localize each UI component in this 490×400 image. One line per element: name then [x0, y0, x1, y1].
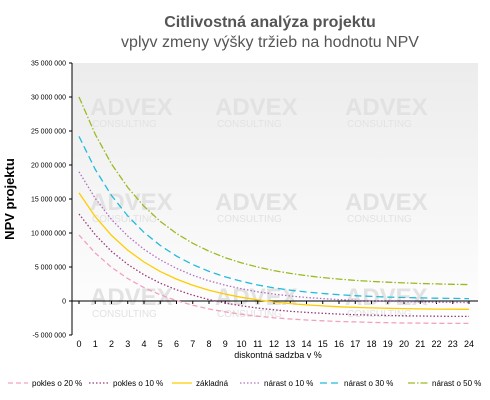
legend-label: nárast o 50 %	[432, 379, 481, 388]
y-tick-label: 15 000 000	[31, 197, 66, 204]
x-tick-label: 24	[464, 339, 474, 349]
legend: pokles o 20 % pokles o 10 % základná nárast…	[8, 379, 481, 388]
series-lines	[78, 96, 470, 325]
series-line	[78, 213, 469, 318]
watermark-logo: ADVEX	[90, 284, 173, 311]
watermark-logo-sub: CONSULTING	[217, 309, 282, 320]
legend-label: pokles o 20 %	[32, 379, 82, 388]
x-tick-label: 11	[253, 339, 262, 349]
legend-label: nárast o 30 %	[344, 379, 393, 388]
x-tick-label: 20	[399, 339, 409, 349]
y-tick-label: 5 000 000	[35, 265, 66, 272]
x-tick-label: 2	[109, 339, 114, 349]
x-tick-label: 18	[366, 339, 376, 349]
x-tick-label: 9	[223, 339, 228, 349]
x-tick-label: 12	[269, 339, 279, 349]
x-tick-label: 0	[76, 339, 81, 349]
watermark-logo-sub: CONSULTING	[217, 119, 282, 130]
chart-title: Citlivostná analýza projektu	[164, 14, 376, 31]
y-tick-label: 10 000 000	[31, 231, 66, 238]
series-line	[78, 171, 470, 304]
watermark-logo: ADVEX	[90, 189, 173, 216]
y-axis-label: NPV projektu	[2, 158, 17, 240]
watermark-logo: ADVEX	[215, 284, 298, 311]
y-tick-label: -5 000 000	[33, 333, 67, 340]
y-tick-label: 30 000 000	[31, 95, 66, 102]
watermark-logo: ADVEX	[345, 94, 428, 121]
watermark-logo: ADVEX	[215, 94, 298, 121]
y-tick-label: 35 000 000	[31, 61, 66, 68]
x-axis-label: diskontná sadzba v %	[234, 350, 322, 360]
series-line	[78, 234, 469, 325]
watermark-logo: ADVEX	[215, 189, 298, 216]
series-line	[78, 192, 470, 310]
legend-label: pokles o 10 %	[113, 379, 163, 388]
x-tick-label: 19	[383, 339, 393, 349]
x-tick-label: 3	[125, 339, 130, 349]
x-tick-label: 16	[334, 339, 344, 349]
watermark-logo-sub: CONSULTING	[92, 214, 157, 225]
watermark-logo-sub: CONSULTING	[347, 214, 412, 225]
x-tick-label: 1	[93, 339, 98, 349]
watermark-logo-sub: CONSULTING	[217, 214, 282, 225]
plot-area	[72, 63, 478, 335]
x-tick-label: 5	[158, 339, 163, 349]
watermark-logo: ADVEX	[90, 94, 173, 121]
watermark-logo-sub: CONSULTING	[347, 119, 412, 130]
legend-label: základná	[196, 379, 229, 388]
x-tick-label: 15	[318, 339, 328, 349]
x-tick-label: 10	[236, 339, 246, 349]
watermark-logo-sub: CONSULTING	[347, 309, 412, 320]
legend-label: nárast o 10 %	[264, 379, 313, 388]
x-tick-label: 13	[285, 339, 295, 349]
y-tick-label: 25 000 000	[31, 129, 66, 136]
x-tick-label: 14	[301, 339, 311, 349]
watermark-layer: ADVEXCONSULTINGADVEXCONSULTINGADVEXCONSU…	[90, 94, 428, 320]
x-tick-label: 8	[206, 339, 211, 349]
y-tick-label: 0	[62, 299, 66, 306]
watermark-logo: ADVEX	[345, 189, 428, 216]
x-tick-label: 17	[350, 339, 360, 349]
axes: -5 000 000 0 5 000 000 10 000 000 15 000 000…	[31, 61, 478, 349]
series-line	[78, 96, 470, 286]
x-tick-label: 23	[448, 339, 458, 349]
x-tick-label: 6	[174, 339, 179, 349]
y-tick-label: 20 000 000	[31, 163, 66, 170]
x-tick-label: 21	[415, 339, 425, 349]
x-tick-label: 7	[190, 339, 195, 349]
series-line	[78, 136, 470, 300]
x-tick-label: 4	[141, 339, 146, 349]
chart-subtitle: vplyv zmeny výšky tržieb na hodnotu NPV	[121, 34, 419, 51]
x-tick-label: 22	[431, 339, 441, 349]
watermark-logo-sub: CONSULTING	[92, 119, 157, 130]
watermark-logo-sub: CONSULTING	[92, 309, 157, 320]
